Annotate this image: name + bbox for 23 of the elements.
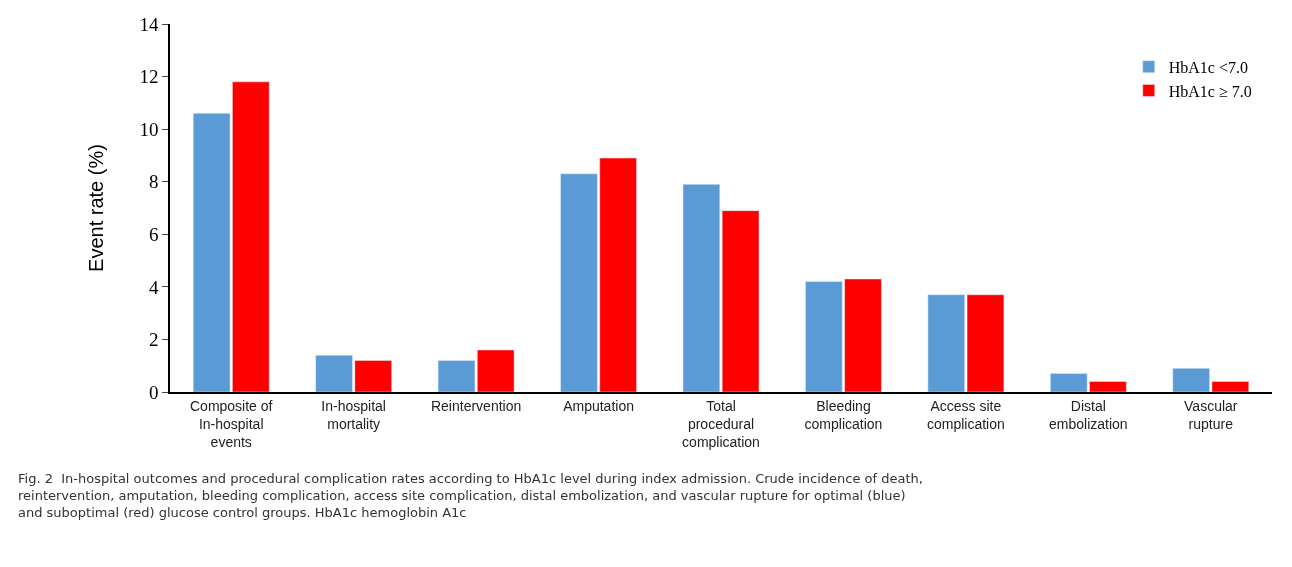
bar bbox=[721, 210, 760, 392]
y-tick-label: 10 bbox=[139, 118, 159, 140]
y-tick-label: 2 bbox=[148, 329, 159, 351]
x-tick-label: Vascular rupture bbox=[1184, 397, 1238, 432]
y-tick-label: 14 bbox=[139, 13, 159, 35]
x-tick-label: Reintervention bbox=[430, 397, 522, 414]
y-tick-label: 8 bbox=[148, 171, 159, 193]
x-tick-label: In-hospital mortality bbox=[321, 397, 386, 432]
x-tick-label: Amputation bbox=[563, 397, 634, 414]
x-tick-label: Access site complication bbox=[926, 397, 1005, 432]
y-axis-title: Event rate (%) bbox=[85, 144, 108, 272]
y-tick-label: 12 bbox=[139, 66, 159, 88]
x-tick-label: Distal embolization bbox=[1049, 397, 1128, 432]
x-tick-label: Bleeding complication bbox=[804, 397, 883, 432]
x-tick-label: Total procedural complication bbox=[682, 397, 760, 450]
x-tick-label: Composite of In-hospital events bbox=[189, 397, 273, 450]
legend-label: HbA1c <7.0 bbox=[1168, 58, 1248, 76]
bar bbox=[682, 184, 721, 392]
y-tick-label: 4 bbox=[148, 276, 159, 298]
y-tick-label: 6 bbox=[148, 223, 159, 245]
y-tick-label: 0 bbox=[148, 381, 159, 403]
legend-label: HbA1c ≥ 7.0 bbox=[1168, 82, 1252, 100]
caption: Fig. 2 In-hospital outcomes and procedural complication rates according to HbA1c level during index admission. Crude incidence of death, reintervention, amputation, bleeding complication, access site complication, distal embolization, and vascular rupture for optimal (blue) and suboptimal (red) glucose control groups. HbA1c hemoglobin A1c bbox=[18, 471, 923, 520]
